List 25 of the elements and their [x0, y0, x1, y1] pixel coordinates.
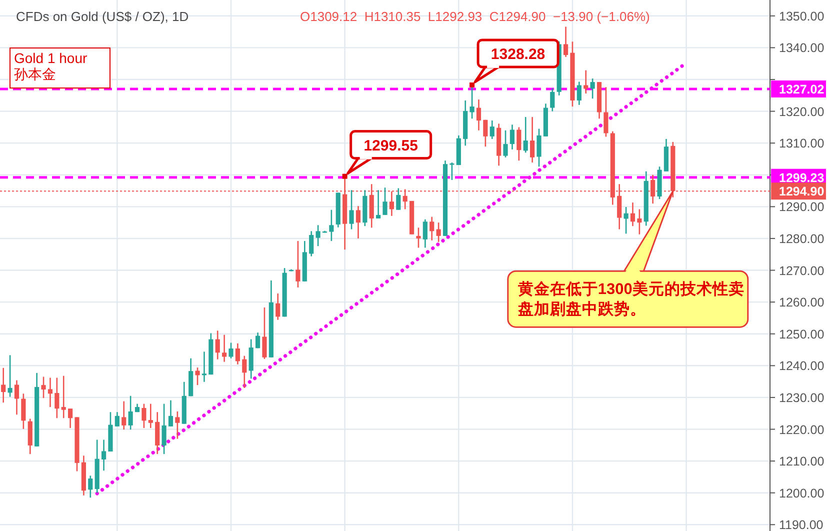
annotation: 孙本金 — [14, 66, 56, 82]
annotation: 1299.55 — [364, 137, 418, 154]
text: O1309.12 H1310.35 L1292.93 C1294.90 −13.90 (−1.06%) — [300, 9, 650, 24]
y-tick-label: 1220.00 — [779, 422, 824, 437]
y-tick-label: 1200.00 — [779, 486, 824, 500]
y-tick-label: 1250.00 — [779, 327, 824, 342]
y-tick-label: 1340.00 — [779, 41, 824, 56]
y-tick-label: 1190.00 — [779, 518, 824, 531]
y-tick-label: 1320.00 — [779, 104, 824, 119]
y-tick-label: 1280.00 — [779, 232, 824, 246]
ref-line-label: 1294.90 — [779, 184, 824, 199]
y-tick-label: 1210.00 — [779, 454, 824, 469]
y-tick-label: 1260.00 — [779, 296, 824, 310]
y-tick-label: 1350.00 — [779, 9, 824, 24]
annotation: 1328.28 — [490, 46, 546, 63]
y-tick-label: 1290.00 — [779, 200, 824, 214]
annotation: Gold 1 hour — [14, 50, 88, 66]
y-tick-label: 1310.00 — [779, 136, 824, 151]
text: CFDs on Gold (US$ / OZ), 1D — [16, 9, 189, 24]
ref-line-label: 1327.02 — [779, 82, 824, 96]
y-tick-label: 1230.00 — [779, 390, 824, 405]
y-tick-label: 1240.00 — [779, 359, 824, 374]
ref-line-label: 1299.23 — [779, 170, 824, 185]
y-tick-label: 1270.00 — [779, 264, 824, 278]
annotation: 黄金在低于1300美元的技术性卖盘加剧盘中跌势。 — [516, 279, 744, 318]
